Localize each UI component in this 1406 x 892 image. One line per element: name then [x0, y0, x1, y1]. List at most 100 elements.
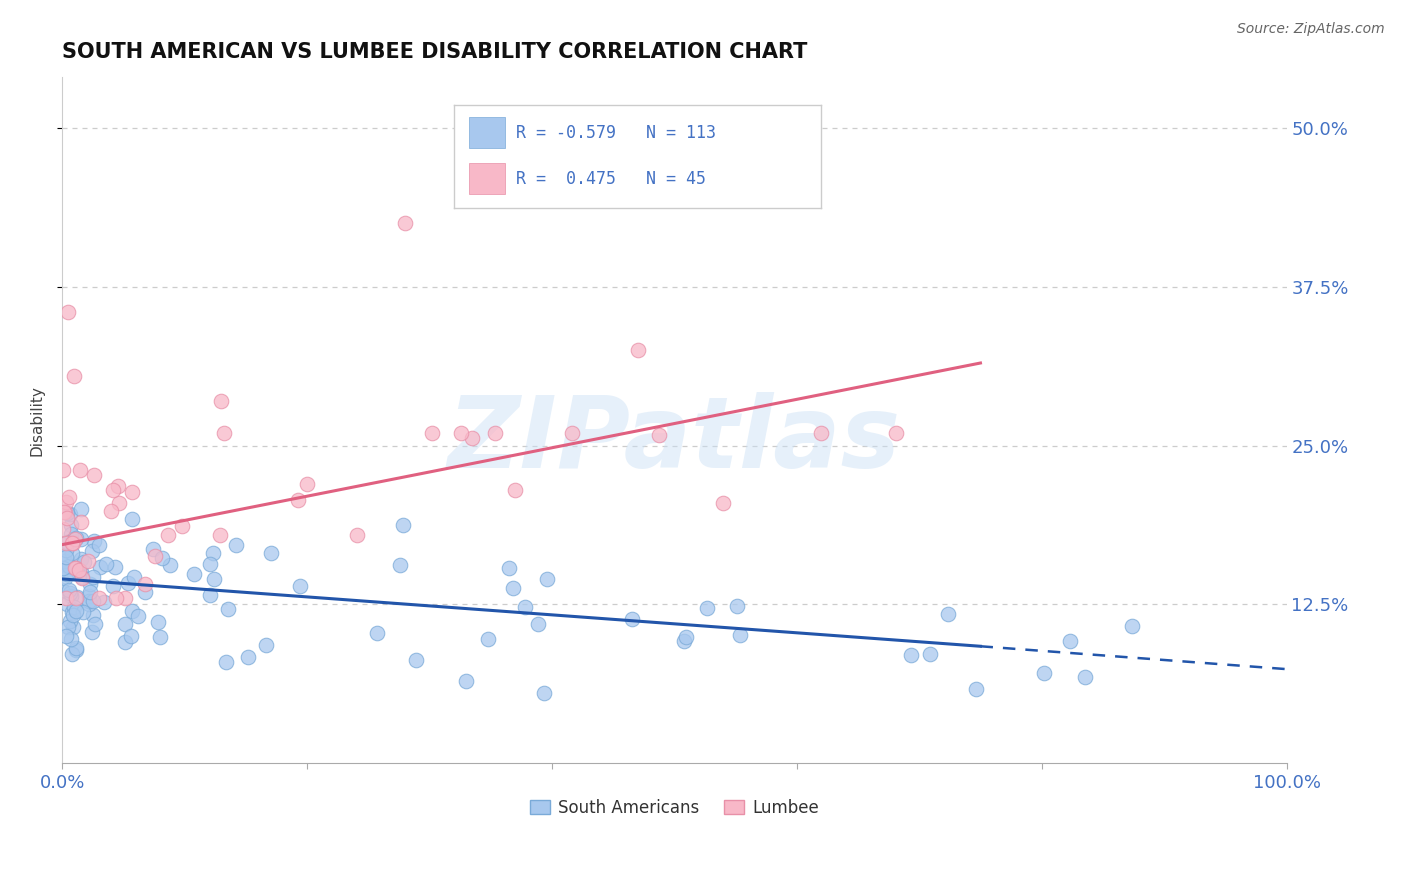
Point — [55, 543, 77, 558]
Point — [149, 630, 172, 644]
Point — [56, 535, 79, 549]
Point — [55, 505, 77, 519]
Point — [58, 558, 80, 573]
Point — [79, 577, 101, 591]
Point — [117, 576, 139, 591]
Point — [215, 655, 238, 669]
Point — [620, 612, 643, 626]
Point — [58, 586, 80, 600]
Point — [65, 604, 87, 618]
Point — [209, 528, 232, 542]
Point — [127, 608, 149, 623]
Point — [65, 561, 87, 575]
Point — [150, 551, 173, 566]
Point — [55, 591, 77, 605]
Point — [56, 511, 79, 525]
Point — [60, 526, 83, 541]
Point — [56, 620, 79, 634]
Point — [696, 601, 718, 615]
Point — [405, 653, 427, 667]
Point — [55, 536, 77, 550]
Point — [120, 629, 142, 643]
Point — [498, 561, 520, 575]
Point — [183, 566, 205, 581]
Point — [711, 496, 734, 510]
Point — [456, 674, 478, 689]
Point — [60, 647, 83, 661]
Point — [114, 635, 136, 649]
Point — [67, 563, 90, 577]
Text: SOUTH AMERICAN VS LUMBEE DISABILITY CORRELATION CHART: SOUTH AMERICAN VS LUMBEE DISABILITY CORR… — [62, 42, 807, 62]
Point — [76, 554, 98, 568]
Point — [65, 560, 87, 574]
Point — [107, 479, 129, 493]
Point — [51, 560, 73, 574]
Point — [52, 522, 75, 536]
Point — [143, 549, 166, 563]
Point — [209, 394, 232, 409]
Point — [70, 532, 93, 546]
Point — [65, 591, 87, 605]
Point — [254, 638, 277, 652]
Y-axis label: Disability: Disability — [30, 384, 44, 456]
Point — [51, 582, 73, 597]
Point — [295, 476, 318, 491]
Point — [56, 597, 79, 611]
Point — [159, 558, 181, 573]
Point — [394, 216, 416, 230]
Point — [217, 602, 239, 616]
Point — [63, 532, 86, 546]
Point — [672, 634, 695, 648]
Text: ZIPatlas: ZIPatlas — [447, 392, 901, 489]
Point — [477, 632, 499, 646]
Point — [93, 595, 115, 609]
Point — [422, 425, 444, 440]
Point — [134, 577, 156, 591]
Point — [59, 614, 82, 628]
Point — [65, 641, 87, 656]
Point — [1121, 619, 1143, 633]
Point — [59, 518, 82, 533]
Point — [56, 567, 79, 582]
Point — [62, 536, 84, 550]
Point — [69, 551, 91, 566]
Point — [114, 617, 136, 632]
Point — [62, 566, 84, 580]
Point — [461, 432, 484, 446]
Point — [70, 566, 93, 580]
Point — [810, 425, 832, 440]
Point — [198, 588, 221, 602]
Point — [83, 617, 105, 632]
Point — [69, 463, 91, 477]
Point — [63, 599, 86, 614]
Point — [53, 505, 76, 519]
Point — [366, 625, 388, 640]
Point — [58, 491, 80, 505]
Point — [170, 518, 193, 533]
Text: Source: ZipAtlas.com: Source: ZipAtlas.com — [1237, 22, 1385, 37]
Point — [288, 579, 311, 593]
Legend: South Americans, Lumbee: South Americans, Lumbee — [523, 792, 825, 823]
Point — [1074, 669, 1097, 683]
Point — [82, 594, 104, 608]
Point — [675, 630, 697, 644]
Point — [1059, 634, 1081, 648]
Point — [104, 560, 127, 574]
Point — [212, 425, 235, 440]
Point — [108, 495, 131, 509]
Point — [142, 542, 165, 557]
Point — [238, 649, 260, 664]
Point — [59, 507, 82, 521]
Point — [89, 560, 111, 574]
Point — [58, 582, 80, 597]
Point — [101, 579, 124, 593]
Point — [82, 625, 104, 640]
Point — [79, 584, 101, 599]
Point — [82, 608, 104, 623]
Point — [202, 546, 225, 560]
Point — [60, 589, 83, 603]
Point — [52, 561, 75, 575]
Point — [83, 468, 105, 483]
Point — [65, 642, 87, 657]
Point — [527, 616, 550, 631]
